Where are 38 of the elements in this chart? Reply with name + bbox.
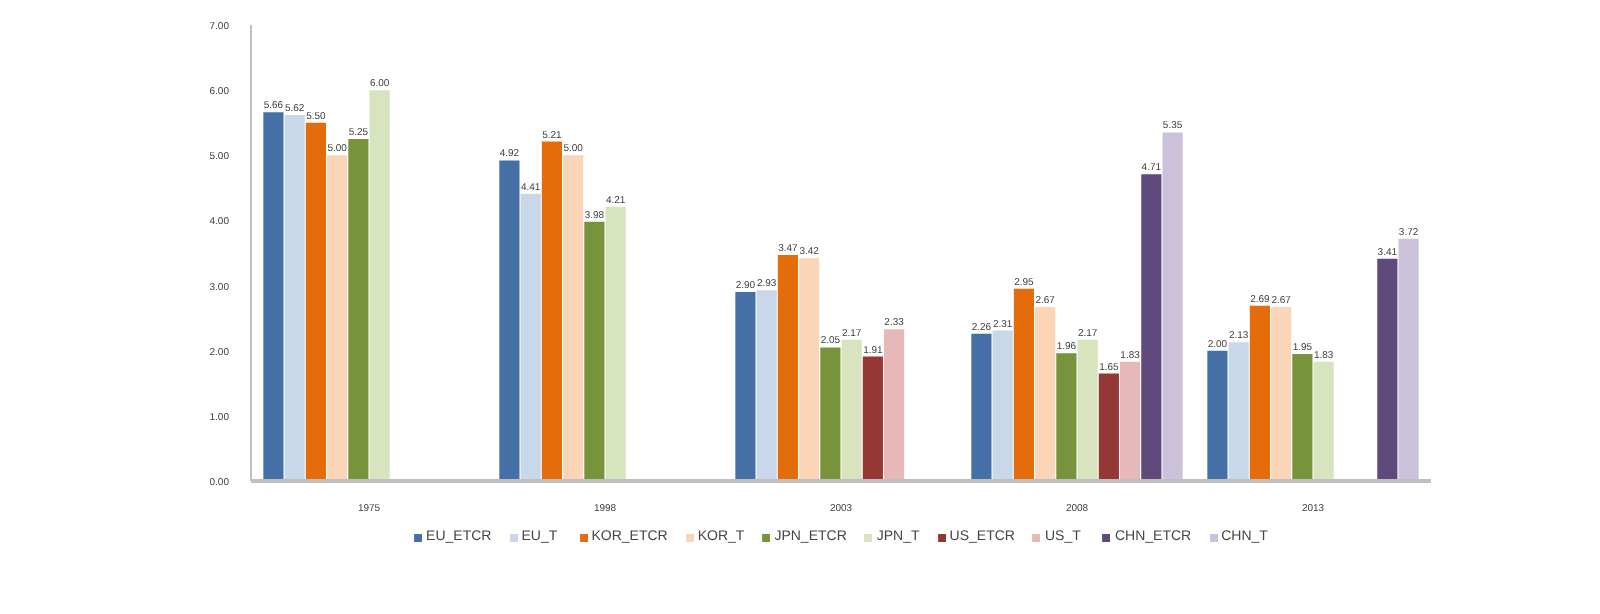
bar	[1035, 307, 1056, 481]
bar	[1013, 288, 1034, 481]
bar	[971, 333, 992, 481]
bar	[1077, 339, 1098, 481]
bar	[1377, 258, 1398, 481]
bar	[820, 347, 841, 481]
bar	[1141, 174, 1162, 481]
bar	[841, 339, 862, 481]
bar	[1249, 305, 1270, 481]
bar	[263, 112, 284, 481]
bar	[284, 114, 305, 481]
bar	[992, 330, 1013, 481]
bar	[862, 356, 883, 481]
bar	[584, 221, 605, 481]
bar	[1271, 307, 1292, 481]
bar	[1228, 342, 1249, 481]
bar	[499, 160, 520, 481]
bar	[327, 155, 348, 481]
bar	[305, 122, 326, 481]
bar	[1292, 353, 1313, 481]
bar	[777, 254, 798, 481]
bar	[520, 193, 541, 481]
bar	[735, 292, 756, 481]
bar	[756, 290, 777, 481]
bar	[1313, 361, 1334, 481]
bar	[1098, 373, 1119, 481]
bar	[605, 206, 626, 481]
bar	[884, 329, 905, 481]
bar	[1056, 353, 1077, 481]
bar	[1207, 350, 1228, 481]
bar	[799, 258, 820, 481]
bar	[1120, 361, 1141, 481]
bar	[369, 90, 390, 481]
bar	[1162, 132, 1183, 481]
bar	[348, 139, 369, 481]
bar	[541, 141, 562, 481]
bar	[563, 155, 584, 481]
bar	[1398, 238, 1419, 481]
